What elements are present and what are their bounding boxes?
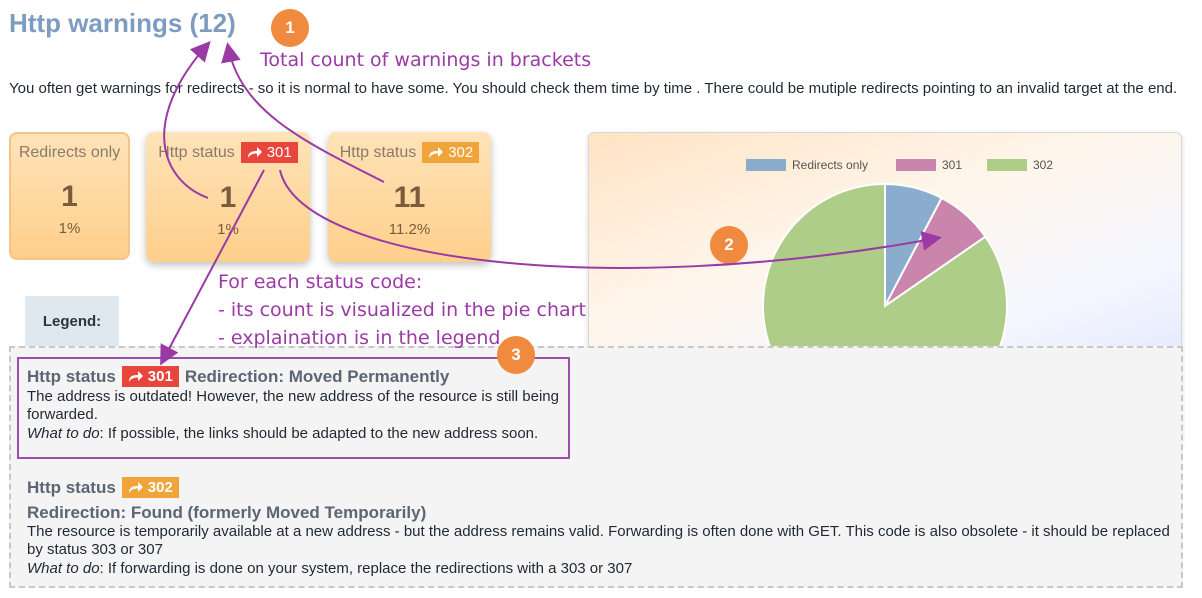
tile-status-301[interactable]: Http status 301 1 1% (146, 132, 310, 262)
status-badge-302: 302 (422, 142, 480, 163)
tile-label: Http status (339, 143, 417, 161)
tile-count: 1 (219, 181, 237, 214)
legend-box (9, 346, 1183, 588)
annotation-note-total: Total count of warnings in brackets (260, 49, 592, 71)
what-to-do-text: : If possible, the links should be adapt… (99, 425, 539, 442)
what-to-do-label: What to do (27, 425, 100, 442)
redirect-arrow-icon (128, 371, 143, 382)
callout-badge-2: 2 (710, 226, 748, 264)
redirect-arrow-icon (128, 482, 143, 493)
entry-title: Redirection: Moved Permanently (184, 366, 450, 386)
highlight-box (17, 357, 570, 459)
entry-body: The address is outdated! However, the ne… (27, 388, 559, 423)
tile-count: 11 (393, 181, 426, 214)
legend-label: Legend: (25, 296, 119, 346)
tile-percent: 11.2% (388, 221, 431, 238)
legend-swatch-1[interactable] (896, 159, 936, 171)
redirect-arrow-icon (247, 147, 262, 158)
legend-swatch-0[interactable] (746, 159, 786, 171)
page-title: Http warnings (12) (9, 8, 236, 38)
tile-label: Redirects only (18, 144, 121, 161)
tile-percent: 1% (217, 221, 239, 238)
callout-badge-3: 3 (497, 336, 535, 374)
tile-status-302[interactable]: Http status 302 11 11.2% (328, 132, 491, 262)
legend-entry-301: Http status 301 Redirection: Moved Perma… (27, 366, 567, 443)
status-badge-301: 301 (121, 366, 179, 387)
tile-count: 1 (61, 180, 78, 213)
status-badge-301: 301 (240, 142, 298, 163)
entry-body: The resource is temporarily available at… (27, 523, 1170, 558)
entry-prefix: Http status (27, 366, 116, 386)
legend-entry-302: Http status 302 Redirection: Found (form… (27, 477, 1177, 578)
what-to-do-label: What to do (27, 560, 100, 577)
tile-redirects-only[interactable]: Redirects only 1 1% (9, 132, 130, 260)
redirect-arrow-icon (429, 147, 444, 158)
intro-text: You often get warnings for redirects - s… (9, 80, 1178, 97)
legend-text-1: 301 (942, 158, 962, 172)
legend-text-0: Redirects only (792, 158, 868, 172)
annotation-note-status: For each status code: - its count is vis… (218, 271, 586, 349)
tile-percent: 1% (58, 220, 81, 237)
legend-swatch-2[interactable] (987, 159, 1027, 171)
legend-text-2: 302 (1033, 158, 1053, 172)
entry-title: Redirection: Found (formerly Moved Tempo… (27, 503, 427, 522)
entry-prefix: Http status (27, 477, 116, 497)
callout-badge-1: 1 (271, 9, 309, 47)
tile-label: Http status (158, 143, 235, 161)
what-to-do-text: : If forwarding is done on your system, … (99, 560, 633, 577)
status-badge-302: 302 (121, 477, 179, 498)
